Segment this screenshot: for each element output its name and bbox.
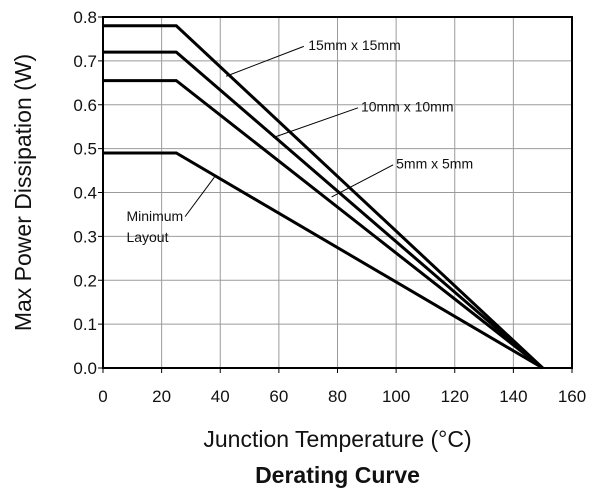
- series-line: [103, 50, 544, 370]
- series-line: [103, 79, 544, 370]
- annotation-leader-line: [225, 45, 304, 77]
- y-axis-label: Max Power Dissipation (W): [10, 54, 36, 331]
- series-line: [103, 151, 544, 370]
- annotation-label: Layout: [126, 229, 168, 245]
- y-tick-label: 0.1: [73, 315, 97, 334]
- annotation-label: 15mm x 15mm: [308, 37, 401, 53]
- x-tick-label: 100: [382, 387, 410, 406]
- chart-title: Derating Curve: [255, 462, 420, 488]
- annotation-label: Minimum: [126, 208, 183, 224]
- y-tick-label: 0.8: [73, 8, 97, 27]
- y-tick-label: 0.0: [73, 359, 97, 378]
- annotation-label: 5mm x 5mm: [396, 155, 473, 171]
- x-axis-label: Junction Temperature (°C): [203, 426, 471, 452]
- annotation-leader-line: [331, 164, 394, 198]
- x-tick-label: 140: [499, 387, 527, 406]
- x-tick-label: 120: [441, 387, 469, 406]
- x-tick-label: 160: [558, 387, 586, 406]
- series-line: [103, 24, 544, 370]
- annotation-leader-line: [272, 107, 359, 139]
- x-tick-label: 40: [211, 387, 230, 406]
- x-tick-label: 0: [98, 387, 107, 406]
- y-tick-label: 0.6: [73, 96, 97, 115]
- y-tick-label: 0.2: [73, 271, 97, 290]
- y-tick-label: 0.4: [73, 184, 97, 203]
- x-tick-label: 60: [269, 387, 288, 406]
- y-tick-label: 0.5: [73, 140, 97, 159]
- annotation-label: 10mm x 10mm: [361, 98, 454, 114]
- x-tick-label: 20: [152, 387, 171, 406]
- y-tick-label: 0.7: [73, 52, 97, 71]
- x-tick-label: 80: [328, 387, 347, 406]
- y-tick-label: 0.3: [73, 227, 97, 246]
- annotation-leader-line: [184, 176, 215, 217]
